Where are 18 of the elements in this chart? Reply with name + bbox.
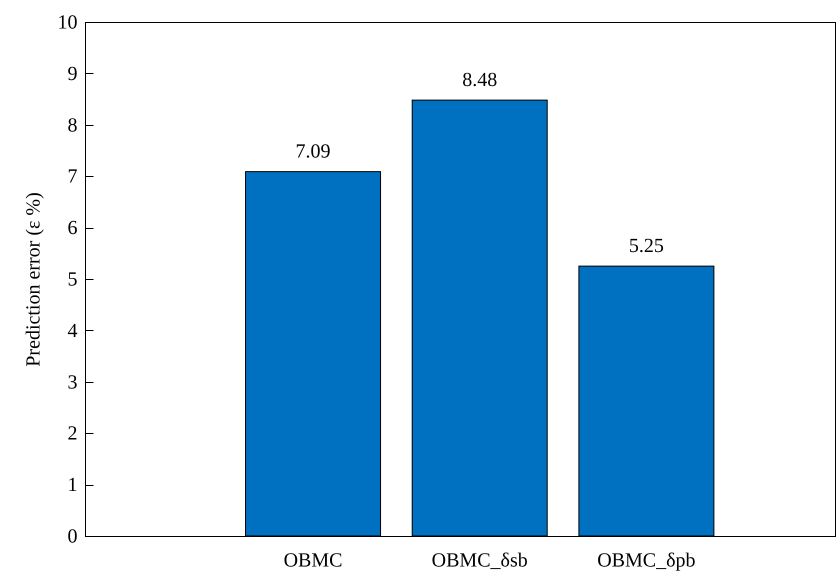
y-axis-title: Prediction error (ε %) — [22, 192, 44, 367]
data-label: 5.25 — [628, 235, 664, 258]
y-tick-label: 7 — [68, 166, 78, 188]
y-tick-label: 9 — [68, 62, 78, 85]
y-tick-label: 3 — [68, 371, 78, 394]
y-tick-label: 6 — [68, 217, 78, 240]
data-label: 7.09 — [296, 140, 331, 163]
y-tick-label: 10 — [58, 12, 78, 34]
x-tick-label: OBMC — [284, 550, 343, 572]
x-tick-label: OBMC_δsb — [432, 550, 528, 572]
y-tick-label: 2 — [68, 422, 78, 445]
y-tick-label: 8 — [68, 114, 78, 136]
y-tick-label: 5 — [68, 268, 78, 290]
y-tick-label: 1 — [68, 474, 78, 496]
x-tick-label: OBMC_δpb — [597, 550, 696, 572]
y-tick-label: 0 — [68, 526, 78, 548]
y-tick-label: 4 — [68, 320, 78, 342]
data-label: 8.48 — [462, 69, 498, 92]
